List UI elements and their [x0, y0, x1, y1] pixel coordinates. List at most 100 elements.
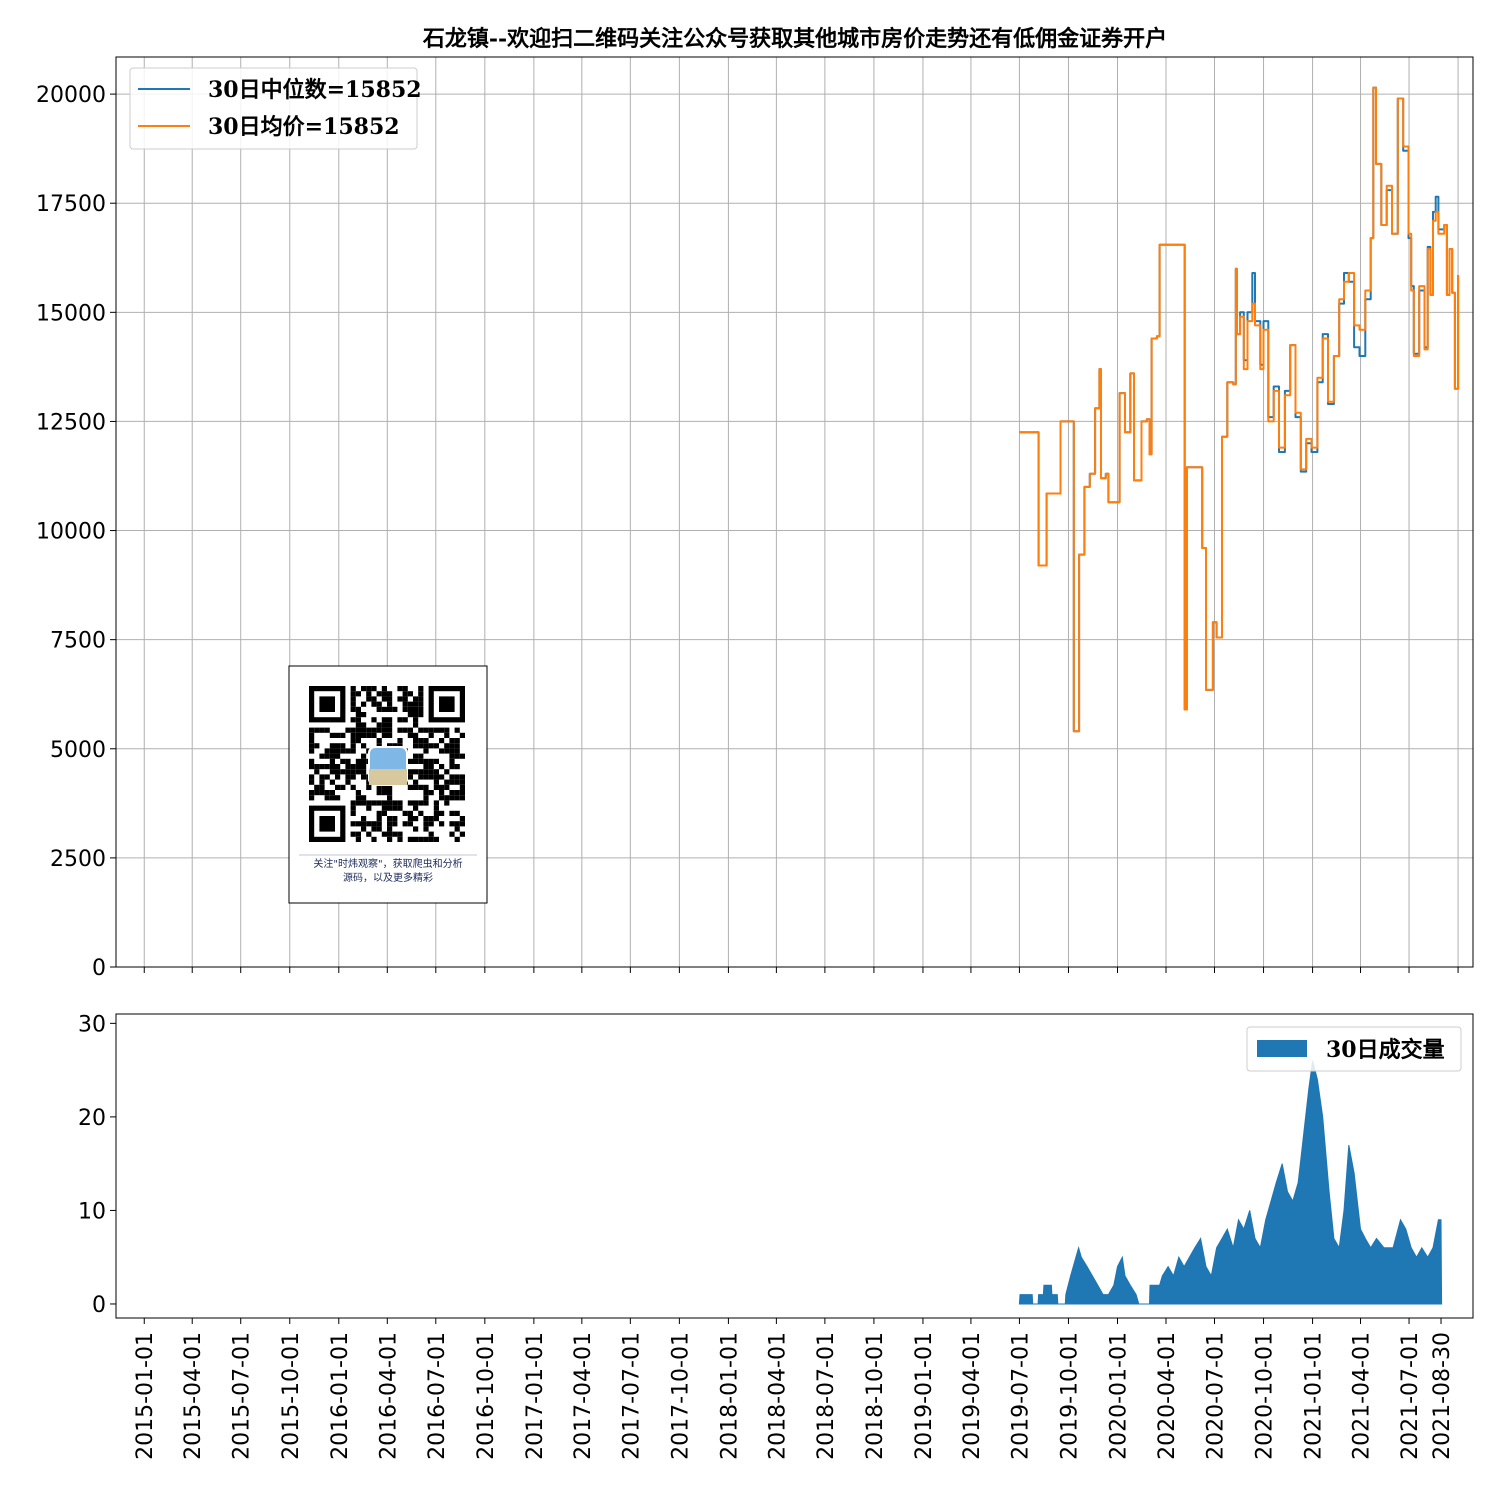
qr-module	[355, 722, 361, 728]
qr-module	[418, 686, 424, 692]
qr-module	[350, 800, 356, 806]
qr-module	[418, 784, 424, 790]
qr-module	[361, 800, 367, 806]
qr-module	[402, 701, 408, 707]
volume-x-tick-label: 2019-10-01	[1057, 1332, 1082, 1460]
price-axes-frame	[115, 56, 1474, 968]
qr-module	[423, 816, 429, 822]
qr-module	[392, 743, 398, 749]
qr-module	[329, 748, 335, 754]
qr-module	[444, 800, 450, 806]
price-y-tick-label: 7500	[50, 629, 106, 654]
qr-module	[413, 826, 419, 832]
qr-module	[459, 779, 465, 785]
qr-module	[433, 784, 439, 790]
qr-module	[387, 795, 393, 801]
qr-module	[335, 743, 341, 749]
qr-module	[371, 686, 377, 692]
qr-module	[444, 769, 450, 775]
qr-module	[407, 774, 413, 780]
qr-module	[366, 691, 372, 697]
qr-module	[428, 743, 434, 749]
price-y-tick-label: 20000	[36, 83, 106, 108]
qr-module	[459, 732, 465, 738]
qr-module	[423, 790, 429, 796]
qr-module	[361, 732, 367, 738]
qr-module	[423, 758, 429, 764]
qr-module	[397, 717, 403, 723]
qr-module	[381, 686, 387, 692]
qr-module	[366, 732, 372, 738]
qr-module	[345, 748, 351, 754]
qr-module	[418, 758, 424, 764]
qr-module	[449, 779, 455, 785]
qr-module	[459, 816, 465, 822]
qr-module	[355, 831, 361, 837]
qr-module	[428, 764, 434, 770]
qr-module	[407, 810, 413, 816]
qr-module	[309, 727, 315, 733]
qr-module	[407, 712, 413, 718]
qr-module	[309, 764, 315, 770]
qr-module	[439, 727, 445, 733]
qr-avatar-beach	[369, 769, 407, 785]
qr-module	[345, 779, 351, 785]
qr-module	[314, 727, 320, 733]
qr-module	[433, 779, 439, 785]
qr-module	[340, 769, 346, 775]
price-y-tick-label: 10000	[36, 520, 106, 545]
price-y-tick-label: 5000	[50, 738, 106, 763]
qr-module	[381, 800, 387, 806]
qr-module	[423, 727, 429, 733]
qr-module	[439, 774, 445, 780]
qr-module	[387, 836, 393, 842]
qr-module	[454, 779, 460, 785]
qr-module	[335, 795, 341, 801]
volume-x-tick-label: 2020-07-01	[1203, 1332, 1228, 1460]
qr-module	[397, 738, 403, 744]
qr-module	[413, 717, 419, 723]
qr-module	[459, 821, 465, 827]
qr-module	[381, 717, 387, 723]
qr-module	[407, 732, 413, 738]
qr-module	[413, 816, 419, 822]
qr-module	[329, 758, 335, 764]
qr-module	[309, 743, 315, 749]
volume-axes-frame	[115, 1013, 1474, 1319]
price-y-tick-label: 2500	[50, 847, 106, 872]
qr-module	[381, 732, 387, 738]
qr-module	[319, 764, 325, 770]
qr-module	[418, 706, 424, 712]
qr-module	[428, 727, 434, 733]
qr-module	[319, 779, 325, 785]
qr-module	[418, 743, 424, 749]
qr-module	[387, 722, 393, 728]
qr-module	[454, 753, 460, 759]
volume-area	[1018, 1060, 1443, 1305]
qr-module	[459, 774, 465, 780]
legend-swatch-volume	[1257, 1040, 1307, 1057]
qr-module	[423, 738, 429, 744]
volume-x-tick-label: 2018-07-01	[814, 1332, 839, 1460]
volume-series-group	[1018, 1060, 1443, 1305]
qr-module	[366, 821, 372, 827]
qr-module	[413, 732, 419, 738]
qr-module	[335, 774, 341, 780]
qr-module	[418, 836, 424, 842]
qr-module	[439, 748, 445, 754]
qr-module	[423, 743, 429, 749]
qr-module	[449, 790, 455, 796]
qr-module	[413, 758, 419, 764]
volume-legend-box	[1246, 1026, 1462, 1072]
qr-module	[371, 800, 377, 806]
qr-module	[413, 753, 419, 759]
qr-module	[381, 805, 387, 811]
qr-module	[418, 738, 424, 744]
qr-module	[314, 769, 320, 775]
qr-module	[392, 816, 398, 822]
qr-module	[340, 784, 346, 790]
qr-module	[366, 784, 372, 790]
qr-module	[376, 727, 382, 733]
